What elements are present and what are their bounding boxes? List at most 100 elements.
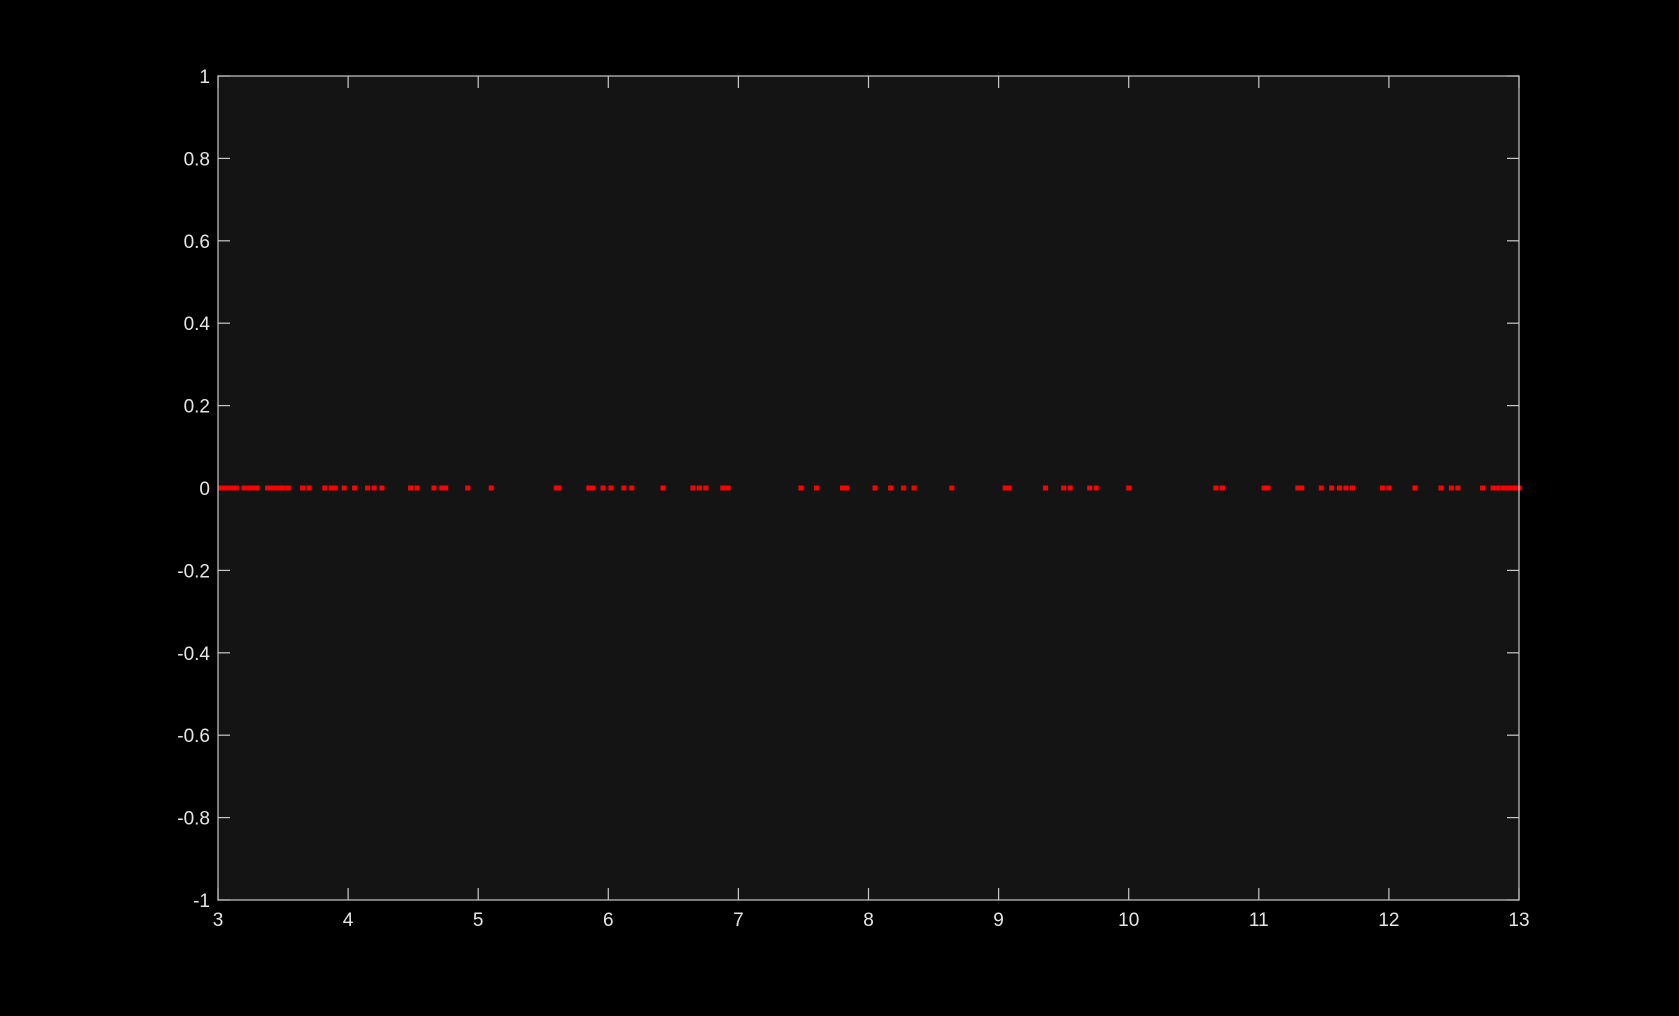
data-point xyxy=(332,485,338,491)
data-point xyxy=(1343,485,1349,491)
data-point xyxy=(1213,485,1219,491)
data-point xyxy=(254,485,260,491)
axes-frame xyxy=(217,75,1520,901)
x-tick-label: 6 xyxy=(603,910,614,931)
data-point xyxy=(1438,485,1444,491)
data-point xyxy=(586,485,592,491)
data-point xyxy=(901,485,907,491)
data-point xyxy=(600,485,606,491)
data-point xyxy=(629,485,635,491)
data-point xyxy=(949,485,955,491)
data-point xyxy=(408,485,414,491)
data-point xyxy=(798,485,804,491)
data-point xyxy=(839,485,845,491)
data-point xyxy=(223,485,229,491)
data-point xyxy=(1480,485,1486,491)
y-tick-label: -1 xyxy=(193,891,210,912)
data-point xyxy=(1349,485,1355,491)
data-point xyxy=(431,485,437,491)
data-point xyxy=(1412,485,1418,491)
data-point xyxy=(274,485,280,491)
data-point xyxy=(1006,485,1012,491)
data-point xyxy=(660,485,666,491)
data-point xyxy=(813,485,819,491)
data-point xyxy=(1219,485,1225,491)
y-tick-label: 0.4 xyxy=(184,314,211,335)
data-point xyxy=(280,485,286,491)
x-tick-label: 5 xyxy=(473,910,484,931)
plot-area xyxy=(218,76,1519,900)
data-point xyxy=(696,485,702,491)
data-point xyxy=(1126,485,1132,491)
data-point xyxy=(725,485,731,491)
data-point xyxy=(379,485,385,491)
data-point xyxy=(1329,485,1335,491)
data-point xyxy=(322,485,328,491)
data-point xyxy=(1504,485,1510,491)
data-point xyxy=(1295,485,1301,491)
y-tick-label: -0.4 xyxy=(177,644,210,665)
y-tick-label: 1 xyxy=(199,67,210,88)
data-point xyxy=(690,485,696,491)
data-point xyxy=(590,485,596,491)
x-tick-label: 11 xyxy=(1249,910,1269,931)
data-point xyxy=(703,485,709,491)
y-tick-label: 0 xyxy=(199,479,210,500)
data-point xyxy=(371,485,377,491)
data-point xyxy=(306,485,312,491)
data-point xyxy=(328,485,334,491)
data-point xyxy=(1495,485,1501,491)
data-point xyxy=(246,485,252,491)
y-tick-label: 0.6 xyxy=(184,232,210,253)
data-point xyxy=(1448,485,1454,491)
x-tick-label: 9 xyxy=(993,910,1004,931)
data-point xyxy=(1455,485,1461,491)
data-point xyxy=(218,485,224,491)
data-point xyxy=(888,485,894,491)
data-point xyxy=(911,485,917,491)
data-point xyxy=(241,485,247,491)
x-tick-label: 10 xyxy=(1118,910,1139,931)
data-point xyxy=(465,485,471,491)
data-point xyxy=(228,485,234,491)
tick-labels: 3 4 5 6 7 8 9 10 11 12 13 1 0.8 0.6 0.4 0.2 0 -0.2 -0.4 -0.… xyxy=(177,67,1529,931)
data-point xyxy=(285,485,291,491)
x-tick-label: 8 xyxy=(863,910,874,931)
data-point xyxy=(1508,485,1514,491)
x-tick-label: 3 xyxy=(213,910,224,931)
y-tick-label: -0.6 xyxy=(177,726,210,747)
y-tick-label: -0.8 xyxy=(177,809,210,830)
data-points xyxy=(218,485,1522,491)
data-point xyxy=(352,485,358,491)
x-tick-label: 13 xyxy=(1508,910,1529,931)
data-point xyxy=(720,485,726,491)
data-point xyxy=(439,485,445,491)
data-point xyxy=(277,485,283,491)
data-point xyxy=(270,485,276,491)
data-point xyxy=(1265,485,1271,491)
data-point xyxy=(843,485,849,491)
y-tick-label: 0.2 xyxy=(184,397,210,418)
data-point xyxy=(1093,485,1099,491)
data-point xyxy=(1299,485,1305,491)
y-tick-label: -0.2 xyxy=(177,561,210,582)
data-point xyxy=(1067,485,1073,491)
data-point xyxy=(556,485,562,491)
x-tick-label: 12 xyxy=(1378,910,1399,931)
data-point xyxy=(1318,485,1324,491)
data-point xyxy=(1061,485,1067,491)
data-point xyxy=(300,485,306,491)
data-point xyxy=(1512,485,1518,491)
data-point xyxy=(1261,485,1267,491)
data-point xyxy=(341,485,347,491)
data-point xyxy=(1002,485,1008,491)
data-point xyxy=(1386,485,1392,491)
data-point xyxy=(1087,485,1093,491)
x-tick-label: 7 xyxy=(733,910,744,931)
data-point xyxy=(608,485,614,491)
data-point xyxy=(488,485,494,491)
data-point xyxy=(365,485,371,491)
data-point xyxy=(1042,485,1048,491)
data-point xyxy=(621,485,627,491)
